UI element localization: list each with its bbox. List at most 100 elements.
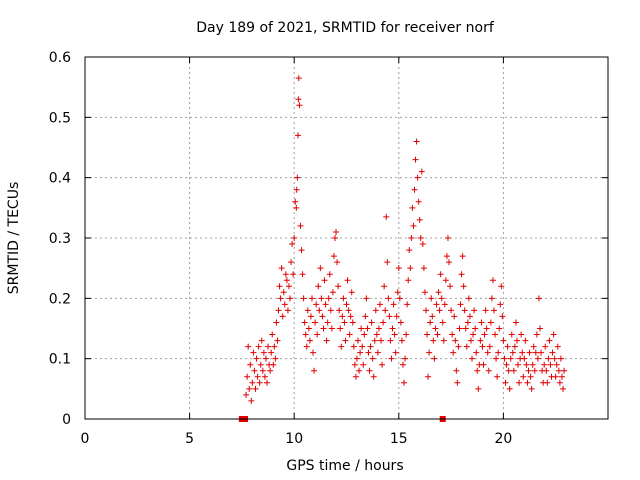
data-point <box>474 367 481 374</box>
data-point <box>553 361 560 368</box>
data-point <box>325 295 332 302</box>
data-point <box>485 367 492 374</box>
data-point <box>329 289 336 296</box>
data-point <box>490 307 497 314</box>
data-point <box>250 349 257 356</box>
data-point <box>364 325 371 332</box>
data-point <box>327 307 334 314</box>
data-point <box>496 325 503 332</box>
data-point <box>296 102 303 109</box>
x-tick-label: 10 <box>285 431 303 447</box>
data-point <box>442 277 449 284</box>
data-point <box>316 307 323 314</box>
data-point <box>448 307 455 314</box>
data-point <box>473 349 480 356</box>
data-point <box>369 355 376 362</box>
data-point <box>421 289 428 296</box>
data-point <box>515 361 522 368</box>
data-point <box>538 349 545 356</box>
data-point <box>469 355 476 362</box>
data-point <box>404 301 411 308</box>
data-point <box>405 277 412 284</box>
data-point <box>422 307 429 314</box>
data-point <box>399 361 406 368</box>
data-point <box>450 349 457 356</box>
data-point <box>488 295 495 302</box>
data-point <box>243 391 250 398</box>
data-point <box>509 349 516 356</box>
data-point <box>344 277 351 284</box>
data-point <box>457 301 464 308</box>
data-point <box>407 265 414 272</box>
data-point <box>524 379 531 386</box>
data-point <box>341 319 348 326</box>
data-point <box>254 373 261 380</box>
data-point <box>274 337 281 344</box>
data-point <box>558 373 565 380</box>
data-point <box>345 307 352 314</box>
data-point <box>318 295 325 302</box>
data-point <box>492 331 499 338</box>
data-point <box>460 283 467 290</box>
data-point <box>542 343 549 350</box>
data-point <box>522 337 529 344</box>
data-point <box>495 349 502 356</box>
data-point <box>554 343 561 350</box>
data-point <box>546 337 553 344</box>
data-point <box>505 367 512 374</box>
data-point <box>386 313 393 320</box>
data-point <box>353 355 360 362</box>
data-point <box>328 325 335 332</box>
x-tick-label: 20 <box>494 431 512 447</box>
data-point <box>319 313 326 320</box>
data-point <box>397 319 404 326</box>
data-point <box>326 271 333 278</box>
data-point <box>388 355 395 362</box>
data-point <box>338 343 345 350</box>
data-point <box>427 319 434 326</box>
data-point <box>299 271 306 278</box>
plot-frame <box>84 56 609 420</box>
data-point <box>534 355 541 362</box>
data-point <box>302 331 309 338</box>
data-point <box>348 289 355 296</box>
data-point <box>368 319 375 326</box>
data-point <box>455 343 462 350</box>
data-point <box>392 349 399 356</box>
data-point <box>415 198 422 205</box>
data-point <box>533 331 540 338</box>
data-point <box>547 361 554 368</box>
data-point <box>265 343 272 350</box>
y-tick-label: 0.2 <box>49 291 71 307</box>
data-point <box>313 301 320 308</box>
data-point <box>424 331 431 338</box>
data-point <box>256 379 263 386</box>
data-point <box>529 361 536 368</box>
data-point <box>349 319 356 326</box>
data-point <box>375 325 382 332</box>
data-point <box>403 331 410 338</box>
data-point <box>449 331 456 338</box>
x-tick-label: 0 <box>81 431 90 447</box>
data-point <box>414 174 421 181</box>
data-point <box>306 337 313 344</box>
data-point <box>512 319 519 326</box>
data-point <box>428 295 435 302</box>
data-point <box>376 301 383 308</box>
data-point <box>383 213 390 220</box>
data-point <box>278 265 285 272</box>
data-point <box>510 367 517 374</box>
data-point <box>253 355 260 362</box>
data-point <box>303 343 310 350</box>
data-point <box>372 307 379 314</box>
data-point <box>339 313 346 320</box>
y-tick-label: 0.4 <box>49 171 71 187</box>
data-point <box>416 216 423 223</box>
data-point <box>370 373 377 380</box>
data-point <box>301 319 308 326</box>
data-point <box>411 186 418 193</box>
data-point <box>312 319 319 326</box>
data-point <box>440 337 447 344</box>
x-axis-title: GPS time / hours <box>286 458 403 474</box>
data-point <box>289 241 296 248</box>
